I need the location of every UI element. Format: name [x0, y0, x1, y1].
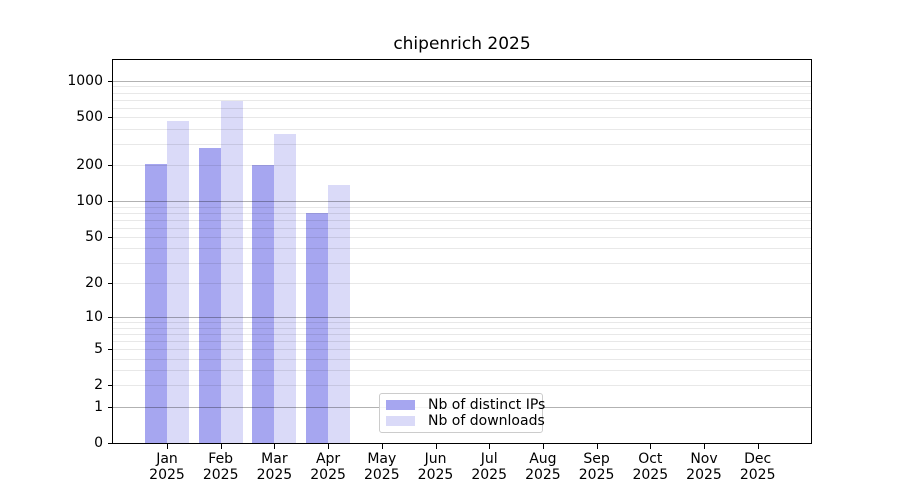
y-tick-label-500: 500 — [76, 109, 103, 126]
gridline-50 — [113, 236, 811, 238]
chart-title: chipenrich 2025 — [393, 34, 531, 54]
gridline-4 — [113, 358, 811, 360]
y-tick-2 — [108, 385, 113, 387]
bar-nb-of-downloads-apr — [328, 184, 351, 443]
y-tick-label-2: 2 — [94, 377, 103, 394]
x-tick-feb — [220, 444, 222, 449]
gridline-40 — [113, 248, 811, 250]
x-tick-jul — [489, 444, 491, 449]
y-tick-500 — [108, 117, 113, 119]
bar-nb-of-distinct-ips-jan — [145, 163, 167, 443]
y-tick-label-200: 200 — [76, 157, 103, 173]
gridline-3 — [113, 370, 811, 372]
bar-nb-of-downloads-feb — [220, 100, 243, 443]
bar-nb-of-downloads-mar — [274, 134, 297, 443]
x-tick-label-sep: Sep 2025 — [578, 451, 615, 483]
gridline-600 — [113, 107, 811, 109]
gridline-400 — [113, 128, 811, 130]
legend-item-downloads: Nb of downloads — [386, 413, 545, 429]
gridline-60 — [113, 227, 811, 229]
x-tick-nov — [704, 444, 705, 449]
x-tick-dec — [757, 444, 759, 449]
y-tick-100 — [108, 201, 113, 203]
bar-nb-of-downloads-jan — [167, 121, 189, 443]
gridline-500 — [113, 117, 811, 119]
y-tick-1000 — [108, 80, 113, 82]
gridline-7 — [113, 334, 811, 335]
y-tick-label-5: 5 — [94, 341, 103, 358]
y-tick-label-1: 1 — [94, 398, 103, 415]
gridline-70 — [113, 219, 811, 221]
x-tick-label-aug: Aug 2025 — [525, 451, 561, 483]
gridline-10 — [113, 317, 811, 319]
x-tick-jan — [167, 444, 168, 449]
y-tick-label-1000: 1000 — [67, 72, 103, 89]
legend-label-downloads: Nb of downloads — [428, 413, 545, 430]
y-tick-label-0: 0 — [94, 435, 103, 451]
x-tick-label-may: May 2025 — [363, 451, 400, 483]
y-tick-label-20: 20 — [85, 275, 103, 292]
gridline-20 — [113, 283, 811, 285]
y-tick-20 — [108, 283, 113, 285]
x-tick-label-nov: Nov 2025 — [686, 451, 722, 483]
legend-item-distinct-ips: Nb of distinct IPs — [386, 397, 545, 413]
x-tick-label-oct: Oct 2025 — [632, 451, 669, 483]
y-tick-0 — [108, 443, 113, 444]
gridline-700 — [113, 99, 811, 101]
bar-nb-of-distinct-ips-feb — [198, 147, 221, 443]
x-tick-label-jun: Jun 2025 — [417, 451, 454, 483]
bar-nb-of-distinct-ips-apr — [306, 212, 329, 443]
y-tick-10 — [108, 317, 113, 319]
bar-nb-of-distinct-ips-mar — [252, 165, 275, 443]
x-tick-label-apr: Apr 2025 — [310, 451, 346, 483]
y-tick-200 — [108, 165, 113, 166]
gridline-80 — [113, 212, 811, 214]
x-tick-aug — [542, 444, 544, 449]
x-tick-label-jul: Jul 2025 — [471, 451, 507, 483]
gridline-30 — [113, 263, 811, 264]
gridline-100 — [113, 201, 811, 203]
x-tick-sep — [596, 444, 598, 449]
y-tick-1 — [108, 406, 113, 408]
gridline-200 — [113, 165, 811, 166]
legend-swatch-downloads-icon — [386, 416, 415, 427]
gridline-1000 — [113, 80, 811, 82]
y-tick-50 — [108, 236, 113, 238]
y-tick-label-100: 100 — [76, 193, 103, 210]
x-tick-label-jan: Jan 2025 — [149, 451, 185, 483]
x-tick-label-dec: Dec 2025 — [739, 451, 776, 483]
x-tick-apr — [328, 444, 330, 449]
gridline-900 — [113, 86, 811, 88]
gridline-8 — [113, 327, 811, 329]
x-tick-may — [381, 444, 383, 449]
x-tick-label-mar: Mar 2025 — [256, 451, 293, 483]
gridline-2 — [113, 385, 811, 387]
gridline-800 — [113, 92, 811, 94]
legend: Nb of distinct IPs Nb of downloads — [379, 393, 545, 433]
x-tick-jun — [435, 444, 437, 449]
y-tick-5 — [108, 349, 113, 351]
y-tick-label-10: 10 — [85, 309, 103, 326]
gridline-90 — [113, 206, 811, 208]
gridline-9 — [113, 322, 811, 324]
y-tick-label-50: 50 — [85, 228, 103, 245]
gridline-300 — [113, 143, 811, 145]
legend-swatch-distinct-ips-icon — [386, 399, 415, 410]
legend-label-distinct-ips: Nb of distinct IPs — [428, 396, 546, 413]
plot-area — [113, 60, 811, 443]
gridline-6 — [113, 341, 811, 342]
x-tick-mar — [274, 444, 276, 449]
gridline-5 — [113, 349, 811, 351]
x-tick-oct — [650, 444, 652, 449]
x-tick-label-feb: Feb 2025 — [202, 451, 239, 483]
